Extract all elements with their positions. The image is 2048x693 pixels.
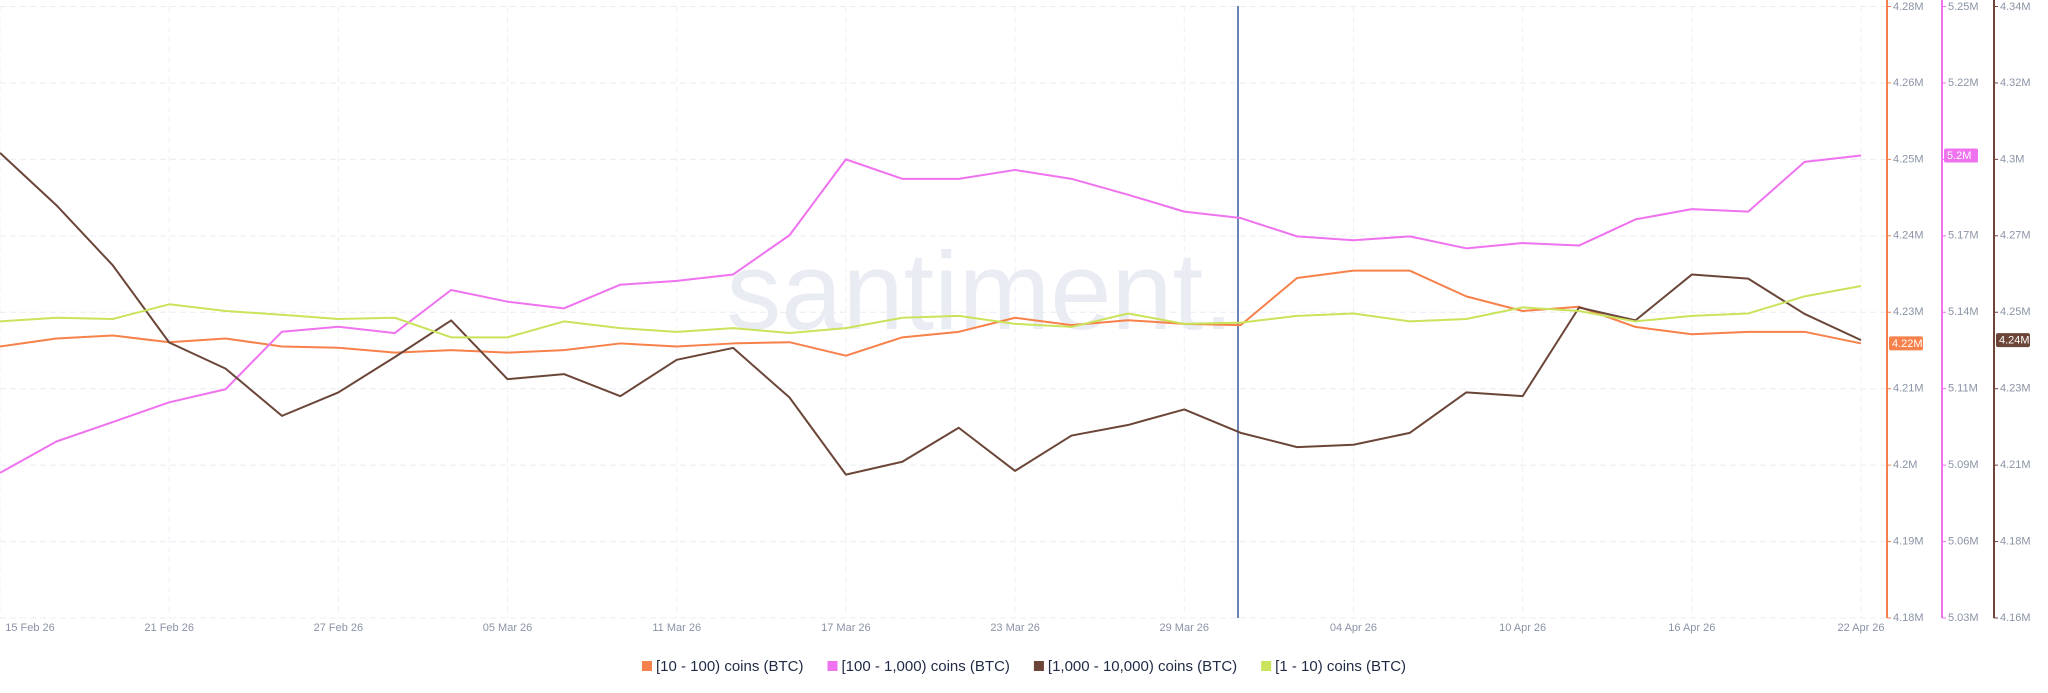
x-tick-label: 05 Mar 26 bbox=[483, 622, 533, 634]
x-tick-label: 29 Mar 26 bbox=[1160, 622, 1210, 634]
y-tick-label: 4.23M bbox=[2000, 383, 2031, 395]
y-tick-label: 5.17M bbox=[1948, 230, 1979, 242]
legend-label: [1 - 10) coins (BTC) bbox=[1275, 658, 1406, 675]
y-tick-label: 4.23M bbox=[1893, 306, 1924, 318]
series-line bbox=[0, 154, 1862, 474]
badge-label: 4.22M bbox=[1892, 338, 1923, 350]
y-tick-label: 4.2M bbox=[1893, 459, 1917, 471]
x-tick-label: 27 Feb 26 bbox=[314, 622, 364, 634]
value-badge: 4.24M bbox=[1996, 333, 2030, 348]
legend-label: [1,000 - 10,000) coins (BTC) bbox=[1048, 658, 1237, 675]
badge-label: 5.2M bbox=[1947, 150, 1971, 162]
y-tick-label: 4.32M bbox=[2000, 77, 2031, 89]
badge-bg bbox=[1889, 336, 1923, 351]
badge-bg bbox=[1996, 333, 2030, 348]
y-tick-label: 4.3M bbox=[2000, 153, 2024, 165]
legend-swatch bbox=[641, 661, 652, 671]
y-tick-label: 4.18M bbox=[2000, 535, 2031, 547]
series-line bbox=[0, 152, 1862, 476]
y-tick-label: 5.06M bbox=[1948, 535, 1979, 547]
legend-label: [100 - 1,000) coins (BTC) bbox=[842, 658, 1010, 675]
x-tick-label: 10 Apr 26 bbox=[1499, 622, 1546, 634]
x-tick-label: 22 Apr 26 bbox=[1837, 622, 1884, 634]
y-tick-label: 4.25M bbox=[2000, 306, 2031, 318]
legend-label: [10 - 100) coins (BTC) bbox=[656, 658, 804, 675]
y-tick-label: 4.18M bbox=[1893, 612, 1924, 624]
x-tick-label: 17 Mar 26 bbox=[821, 622, 871, 634]
y-tick-label: 4.25M bbox=[1893, 153, 1924, 165]
y-tick-label: 5.11M bbox=[1948, 383, 1978, 395]
badge-bg bbox=[1944, 148, 1978, 163]
y-tick-label: 4.27M bbox=[2000, 230, 2031, 242]
y-tick-label: 5.22M bbox=[1948, 77, 1979, 89]
y-tick-label: 4.26M bbox=[1893, 77, 1924, 89]
legend-swatch bbox=[1261, 661, 1272, 671]
x-tick-label: 16 Apr 26 bbox=[1668, 622, 1715, 634]
x-tick-label: 21 Feb 26 bbox=[144, 622, 194, 634]
value-badge: 5.2M bbox=[1944, 148, 1978, 163]
y-tick-label: 4.21M bbox=[1893, 383, 1924, 395]
y-tick-label: 5.25M bbox=[1948, 1, 1979, 13]
badge-label: 4.24M bbox=[1999, 335, 2030, 347]
y-tick-label: 5.14M bbox=[1948, 306, 1979, 318]
y-tick-label: 5.03M bbox=[1948, 612, 1979, 624]
series-line bbox=[0, 284, 1862, 339]
y-tick-label: 4.34M bbox=[2000, 1, 2031, 13]
legend: [10 - 100) coins (BTC) [100 - 1,000) coin… bbox=[641, 658, 1406, 675]
y-tick-label: 4.16M bbox=[2000, 612, 2031, 624]
value-badge: 4.22M bbox=[1889, 336, 1923, 351]
x-tick-label: 11 Mar 26 bbox=[652, 622, 701, 634]
y-tick-label: 4.19M bbox=[1893, 535, 1924, 547]
watermark: santiment. bbox=[726, 230, 1233, 353]
x-tick-label: 04 Apr 26 bbox=[1330, 622, 1377, 634]
x-tick-label: 15 Feb 26 bbox=[5, 622, 55, 634]
y-tick-label: 4.28M bbox=[1893, 1, 1924, 13]
legend-swatch bbox=[1033, 661, 1044, 671]
y-tick-label: 4.24M bbox=[1893, 230, 1924, 242]
legend-swatch bbox=[827, 661, 838, 671]
y-tick-label: 4.21M bbox=[2000, 459, 2031, 471]
x-tick-label: 23 Mar 26 bbox=[990, 622, 1040, 634]
y-tick-label: 5.09M bbox=[1948, 459, 1979, 471]
